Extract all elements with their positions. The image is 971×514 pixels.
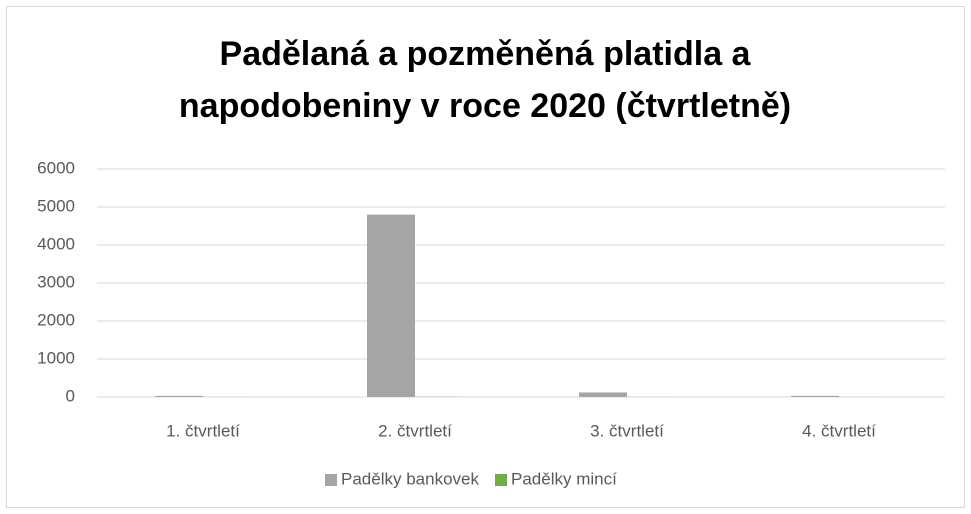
chart-border	[6, 6, 965, 508]
bar	[791, 395, 839, 397]
y-tick-label: 4000	[37, 234, 75, 253]
legend-label: Padělky bankovek	[341, 469, 479, 488]
y-tick-label: 2000	[37, 310, 75, 329]
y-tick-label: 0	[66, 386, 75, 405]
legend-swatch	[495, 474, 507, 486]
bar	[579, 392, 627, 397]
bar	[367, 214, 415, 397]
x-tick-label: 1. čtvrtletí	[166, 421, 240, 440]
x-tick-label: 4. čtvrtletí	[802, 421, 876, 440]
x-tick-label: 2. čtvrtletí	[378, 421, 452, 440]
x-tick-label: 3. čtvrtletí	[590, 421, 664, 440]
legend-swatch	[325, 474, 337, 486]
y-tick-label: 1000	[37, 348, 75, 367]
legend-label: Padělky mincí	[511, 469, 617, 488]
y-tick-label: 5000	[37, 196, 75, 215]
bar	[155, 395, 203, 397]
y-tick-label: 3000	[37, 272, 75, 291]
y-tick-label: 6000	[37, 158, 75, 177]
chart-title: Padělaná a pozměněná platidla a napodobe…	[178, 35, 792, 125]
